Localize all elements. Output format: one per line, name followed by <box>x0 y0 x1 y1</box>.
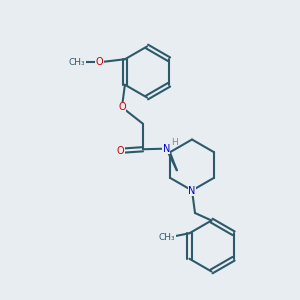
Text: N: N <box>163 144 170 154</box>
Text: O: O <box>118 102 126 112</box>
Text: O: O <box>96 57 103 67</box>
Text: CH₃: CH₃ <box>159 233 175 242</box>
Text: N: N <box>188 185 196 196</box>
Text: H: H <box>171 137 178 147</box>
Text: CH₃: CH₃ <box>69 58 85 67</box>
Text: O: O <box>117 146 124 156</box>
